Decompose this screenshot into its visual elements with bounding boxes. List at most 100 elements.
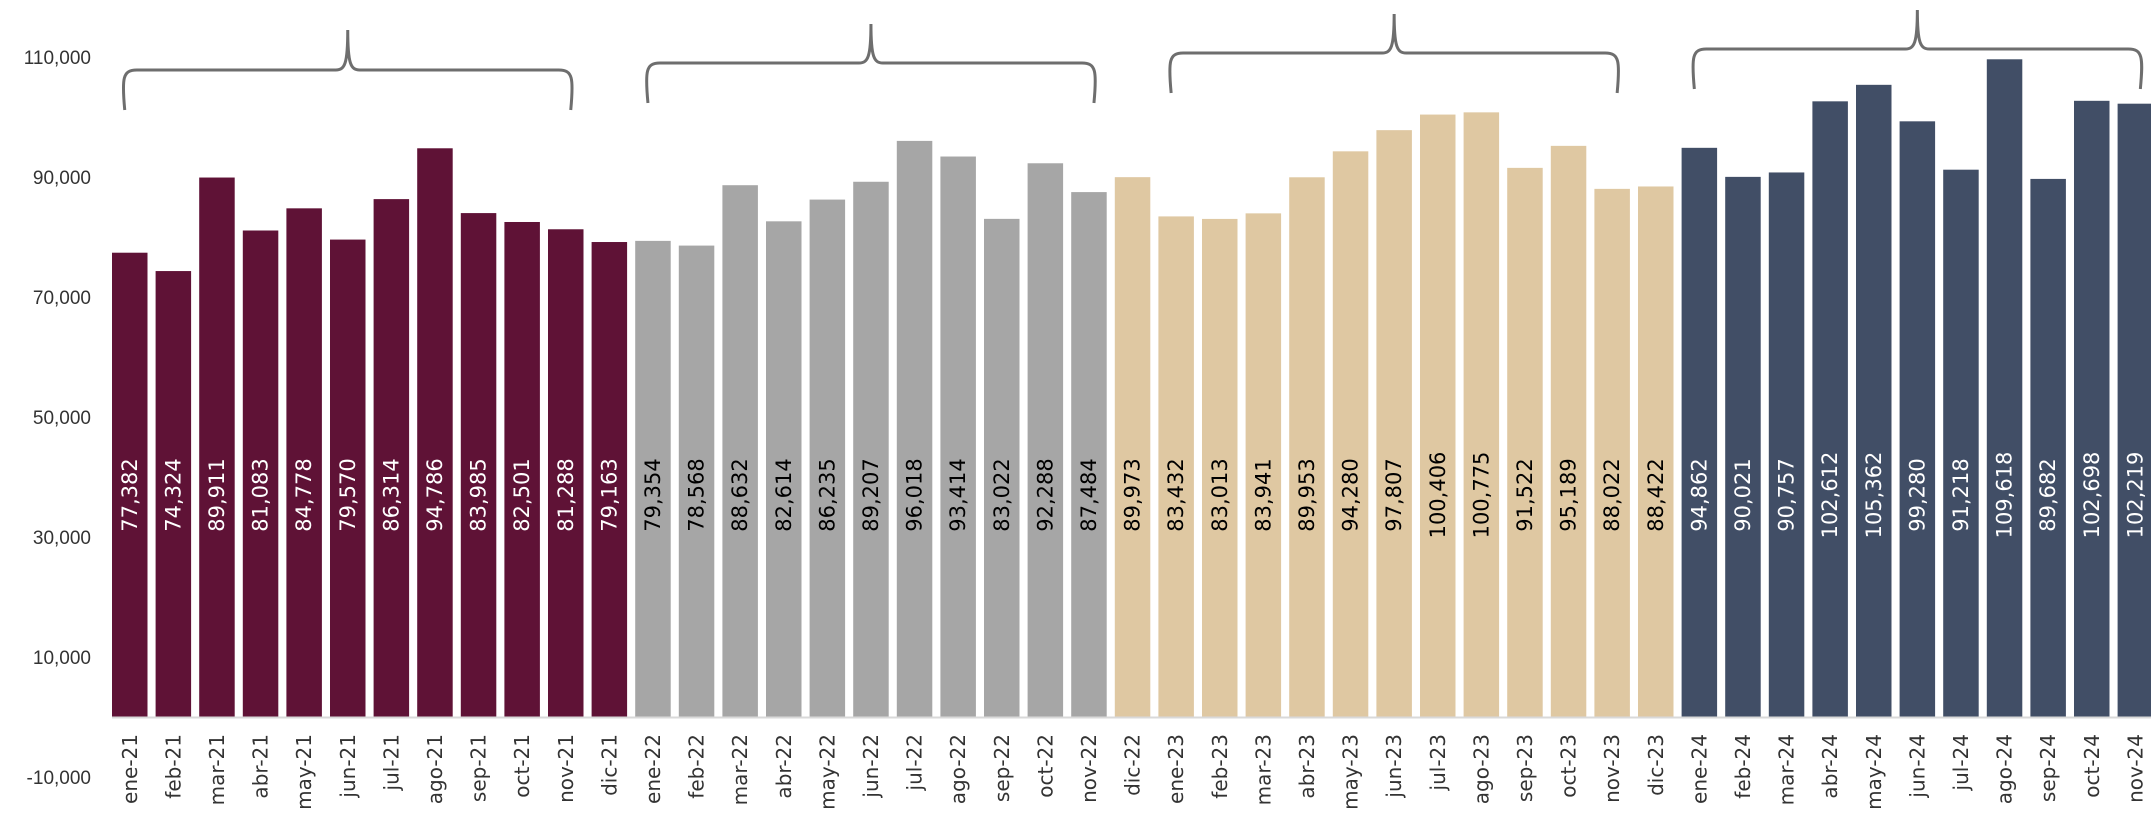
bar-jul-22: [896, 140, 933, 718]
bar-jul-24: [1943, 169, 1979, 717]
bar-oct-21: [504, 221, 540, 717]
bar-abr-23: [1289, 177, 1325, 718]
data-label: 84,778: [292, 458, 316, 531]
bar-nov-22: [1071, 192, 1107, 717]
x-tick-label: feb-23: [1208, 734, 1232, 799]
bar-ene-21: [112, 252, 148, 717]
bar-ene-24: [1681, 147, 1718, 717]
x-tick-label: sep-23: [1513, 734, 1537, 802]
y-tick-label: 90,000: [33, 168, 91, 189]
x-tick-label: ago-21: [423, 734, 447, 804]
data-label: 79,570: [336, 458, 360, 531]
bar-mar-23: [1245, 213, 1282, 717]
year-brace: [121, 29, 574, 111]
x-tick-label: abr-24: [1818, 734, 1842, 799]
x-tick-label: may-21: [292, 734, 316, 810]
data-labels: 77,382 74,324 89,911 81,083 84,778 79,570 86,3…: [118, 452, 2148, 539]
bar-mar-24: [1768, 172, 1805, 717]
x-tick-label: ene-23: [1164, 734, 1188, 804]
data-label: 86,314: [379, 458, 403, 531]
y-tick-label: 30,000: [33, 528, 91, 549]
x-axis: ene-21 feb-21 mar-21 abr-21 may-21 jun-21 jul-…: [118, 734, 2148, 810]
x-tick-label: nov-21: [554, 734, 578, 803]
x-tick-label: feb-24: [1731, 734, 1755, 799]
x-tick-label: jun-21: [336, 734, 360, 799]
bar-may-21: [286, 208, 322, 717]
bar-dic-23: [1638, 186, 1674, 717]
x-tick-label: oct-21: [510, 734, 534, 798]
bar-may-22: [809, 199, 846, 718]
x-tick-label: ene-22: [641, 734, 665, 804]
x-tick-label: dic-21: [597, 734, 621, 796]
data-label: 89,682: [2036, 458, 2060, 531]
data-label: 97,807: [1382, 458, 1406, 531]
x-tick-label: may-22: [815, 734, 839, 810]
data-label: 93,414: [946, 458, 970, 531]
x-tick-label: sep-24: [2036, 734, 2060, 802]
data-label: 82,501: [510, 458, 534, 531]
bar-dic-22: [1114, 177, 1151, 718]
data-label: 88,632: [728, 458, 752, 531]
x-tick-label: jun-22: [859, 734, 883, 799]
x-tick-label: ago-23: [1469, 734, 1493, 804]
bar-may-24: [1856, 84, 1892, 717]
bar-dic-21: [591, 242, 628, 717]
data-label: 96,018: [903, 458, 927, 531]
data-label: 89,207: [859, 458, 883, 531]
x-tick-label: ago-22: [946, 734, 970, 804]
data-label: 109,618: [1993, 452, 2017, 539]
bar-sep-21: [460, 213, 497, 717]
x-tick-label: mar-22: [728, 734, 752, 805]
data-label: 83,941: [1251, 458, 1275, 531]
bar-ene-23: [1158, 216, 1194, 717]
bar-may-23: [1332, 151, 1369, 717]
bar-oct-23: [1550, 145, 1587, 718]
y-tick-label: 50,000: [33, 408, 91, 429]
y-axis: 110,000 90,000 70,000 50,000 30,000 10,000 -10…: [24, 48, 91, 789]
data-label: 89,953: [1295, 458, 1319, 531]
data-label: 77,382: [118, 458, 142, 531]
data-label: 81,083: [249, 458, 273, 531]
data-label: 88,422: [1644, 458, 1668, 531]
x-tick-label: jul-22: [903, 734, 927, 791]
data-label: 92,288: [1033, 458, 1057, 531]
data-label: 105,362: [1862, 452, 1886, 539]
x-tick-label: sep-22: [990, 734, 1014, 802]
bar-mar-22: [722, 185, 758, 717]
x-tick-label: ago-24: [1993, 734, 2017, 804]
bar-sep-22: [984, 218, 1020, 718]
bar-feb-22: [678, 245, 715, 718]
bar-jul-23: [1420, 114, 1456, 717]
bar-feb-23: [1202, 218, 1238, 717]
data-label: 94,786: [423, 458, 447, 531]
x-tick-label: oct-22: [1033, 734, 1057, 798]
y-tick-label: 110,000: [24, 48, 91, 69]
data-label: 91,218: [1949, 458, 1973, 531]
bar-ago-21: [417, 148, 453, 717]
x-tick-label: nov-22: [1077, 734, 1101, 803]
x-tick-label: jul-23: [1426, 734, 1450, 791]
bar-jun-23: [1376, 130, 1412, 717]
bar-abr-24: [1812, 101, 1848, 717]
bar-jul-21: [373, 199, 410, 718]
x-tick-label: ene-24: [1687, 734, 1711, 804]
data-label: 99,280: [1905, 458, 1929, 531]
x-tick-label: jul-21: [379, 734, 403, 791]
data-label: 89,911: [205, 458, 229, 531]
x-tick-label: may-24: [1862, 734, 1886, 810]
bar-nov-21: [548, 229, 584, 717]
year-braces: [121, 9, 2144, 111]
x-tick-label: sep-21: [467, 734, 491, 802]
bar-nov-24: [2117, 103, 2151, 718]
data-label: 100,775: [1469, 452, 1493, 539]
data-label: 102,612: [1818, 452, 1842, 539]
y-tick-label: 10,000: [33, 648, 91, 669]
data-label: 86,235: [815, 458, 839, 531]
bars: [112, 59, 2151, 718]
x-tick-label: nov-23: [1600, 734, 1624, 803]
data-label: 79,354: [641, 458, 665, 531]
data-label: 102,219: [2123, 452, 2147, 539]
data-label: 88,022: [1600, 458, 1624, 531]
bar-jun-24: [1899, 121, 1936, 717]
x-tick-label: nov-24: [2123, 734, 2147, 803]
